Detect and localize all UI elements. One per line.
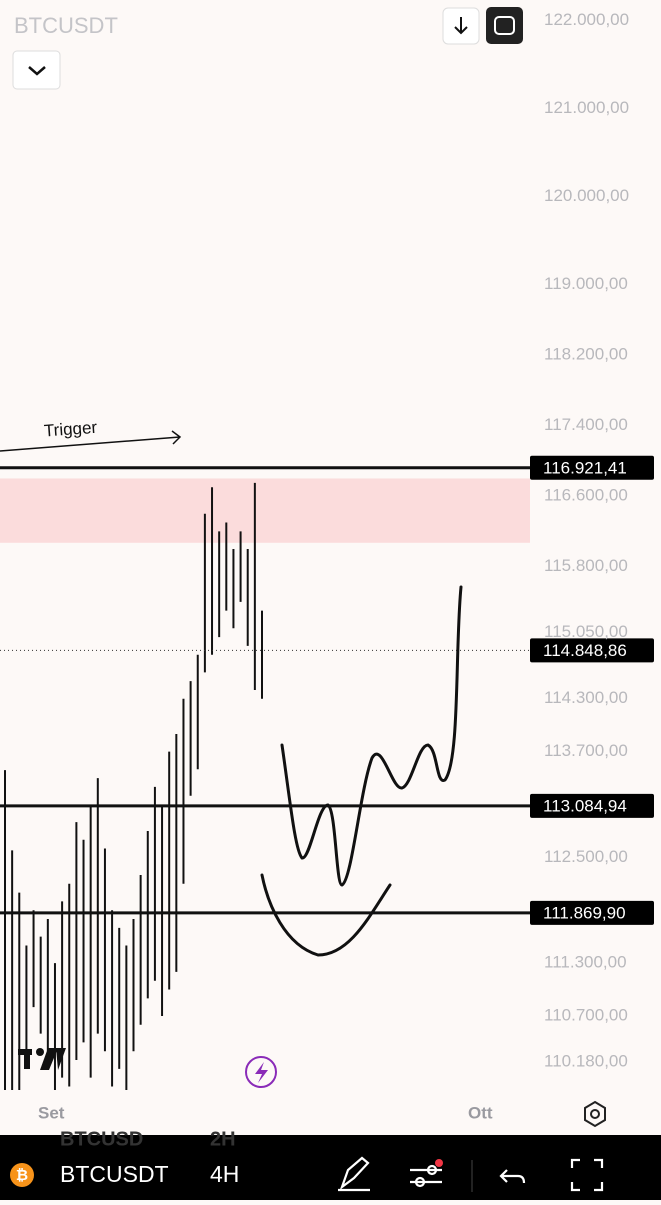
y-tick-label: 115.050,00: [544, 622, 628, 641]
y-tick-label: 111.300,00: [544, 953, 627, 972]
y-tick-label: 121.000,00: [544, 98, 629, 117]
axis-layer: 122.000,00 121.000,00 120.000,00 119.000,00…: [544, 10, 629, 1071]
level-badge: [530, 455, 654, 480]
level-label: 113.084,94: [543, 796, 627, 815]
toolbar-interval[interactable]: 4H: [210, 1161, 239, 1187]
y-tick-label: 114.300,00: [544, 688, 628, 707]
hand-drawing: [260, 585, 463, 957]
y-tick-label: 110.180,00: [544, 1051, 628, 1070]
symbol-title: BTCUSDT: [14, 13, 118, 38]
level-badge: [530, 793, 654, 818]
y-tick-label: 110.700,00: [544, 1005, 628, 1024]
price-label: 114.848,86: [543, 641, 627, 660]
y-tick-label: 115.800,00: [544, 556, 628, 575]
annotation: Trigger: [43, 418, 98, 441]
ghost-symbol: BTCUSD: [60, 1128, 143, 1150]
x-label: Ott: [468, 1103, 493, 1122]
y-tick-label: 116.600,00: [544, 486, 628, 505]
collapse-button[interactable]: [12, 50, 61, 90]
bottom-toolbar: [0, 1135, 661, 1200]
toolbar-symbol[interactable]: BTCUSDT: [60, 1161, 169, 1187]
ghost-interval: 2H: [210, 1128, 236, 1150]
y-tick-label: 118.200,00: [544, 345, 628, 364]
y-tick-label: 112.500,00: [544, 847, 628, 866]
y-tick-label: 113.700,00: [544, 741, 628, 760]
svg-text:₿: ₿: [16, 1167, 28, 1184]
y-tick-label: 117.400,00: [544, 415, 628, 434]
price-badge: [530, 638, 654, 663]
zone-layer: [0, 478, 530, 543]
x-label: Set: [38, 1103, 65, 1122]
tv-logo: [18, 1048, 66, 1070]
btc-icon: ₿: [10, 1163, 34, 1187]
level-label: 111.869,90: [543, 903, 626, 922]
level-badge: [530, 900, 654, 925]
fullscreen-button[interactable]: [486, 7, 523, 44]
y-tick-label: 120.000,00: [544, 186, 629, 205]
settings-icon[interactable]: [584, 1100, 606, 1128]
lightning-icon[interactable]: [245, 1056, 277, 1088]
level-layer: 116.921,41 113.084,94 111.869,90 114.848,86: [0, 455, 654, 925]
y-tick-label: 122.000,00: [544, 10, 629, 29]
download-button[interactable]: [442, 7, 480, 45]
candle-layer: [4, 482, 263, 1090]
trigger-arrow: [0, 430, 182, 452]
y-tick-label: 119.000,00: [544, 274, 628, 293]
zone: [0, 478, 530, 543]
notification-dot: [435, 1159, 443, 1167]
toolbar-icons[interactable]: [338, 1156, 604, 1192]
level-label: 116.921,41: [543, 458, 627, 477]
